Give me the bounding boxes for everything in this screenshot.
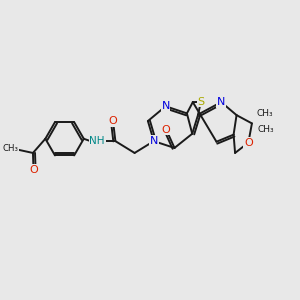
Text: CH₃: CH₃: [257, 110, 274, 118]
Text: CH₃: CH₃: [258, 125, 274, 134]
Text: NH: NH: [89, 136, 105, 146]
Text: O: O: [162, 124, 171, 135]
Text: S: S: [197, 97, 204, 107]
Text: N: N: [150, 136, 158, 146]
Text: O: O: [244, 138, 253, 148]
Text: O: O: [29, 165, 38, 175]
Text: CH₃: CH₃: [2, 144, 18, 153]
Text: N: N: [161, 101, 170, 111]
Text: O: O: [109, 116, 117, 126]
Text: N: N: [217, 97, 225, 107]
